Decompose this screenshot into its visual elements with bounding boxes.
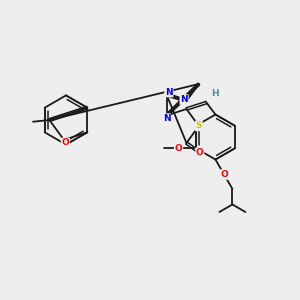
Text: O: O: [61, 138, 69, 147]
Text: N: N: [180, 95, 188, 104]
Text: N: N: [163, 114, 170, 123]
Text: O: O: [220, 170, 228, 179]
Text: H: H: [211, 89, 219, 98]
Text: N: N: [165, 88, 173, 97]
Text: S: S: [196, 122, 202, 130]
Text: O: O: [175, 144, 182, 153]
Text: O: O: [196, 148, 204, 157]
